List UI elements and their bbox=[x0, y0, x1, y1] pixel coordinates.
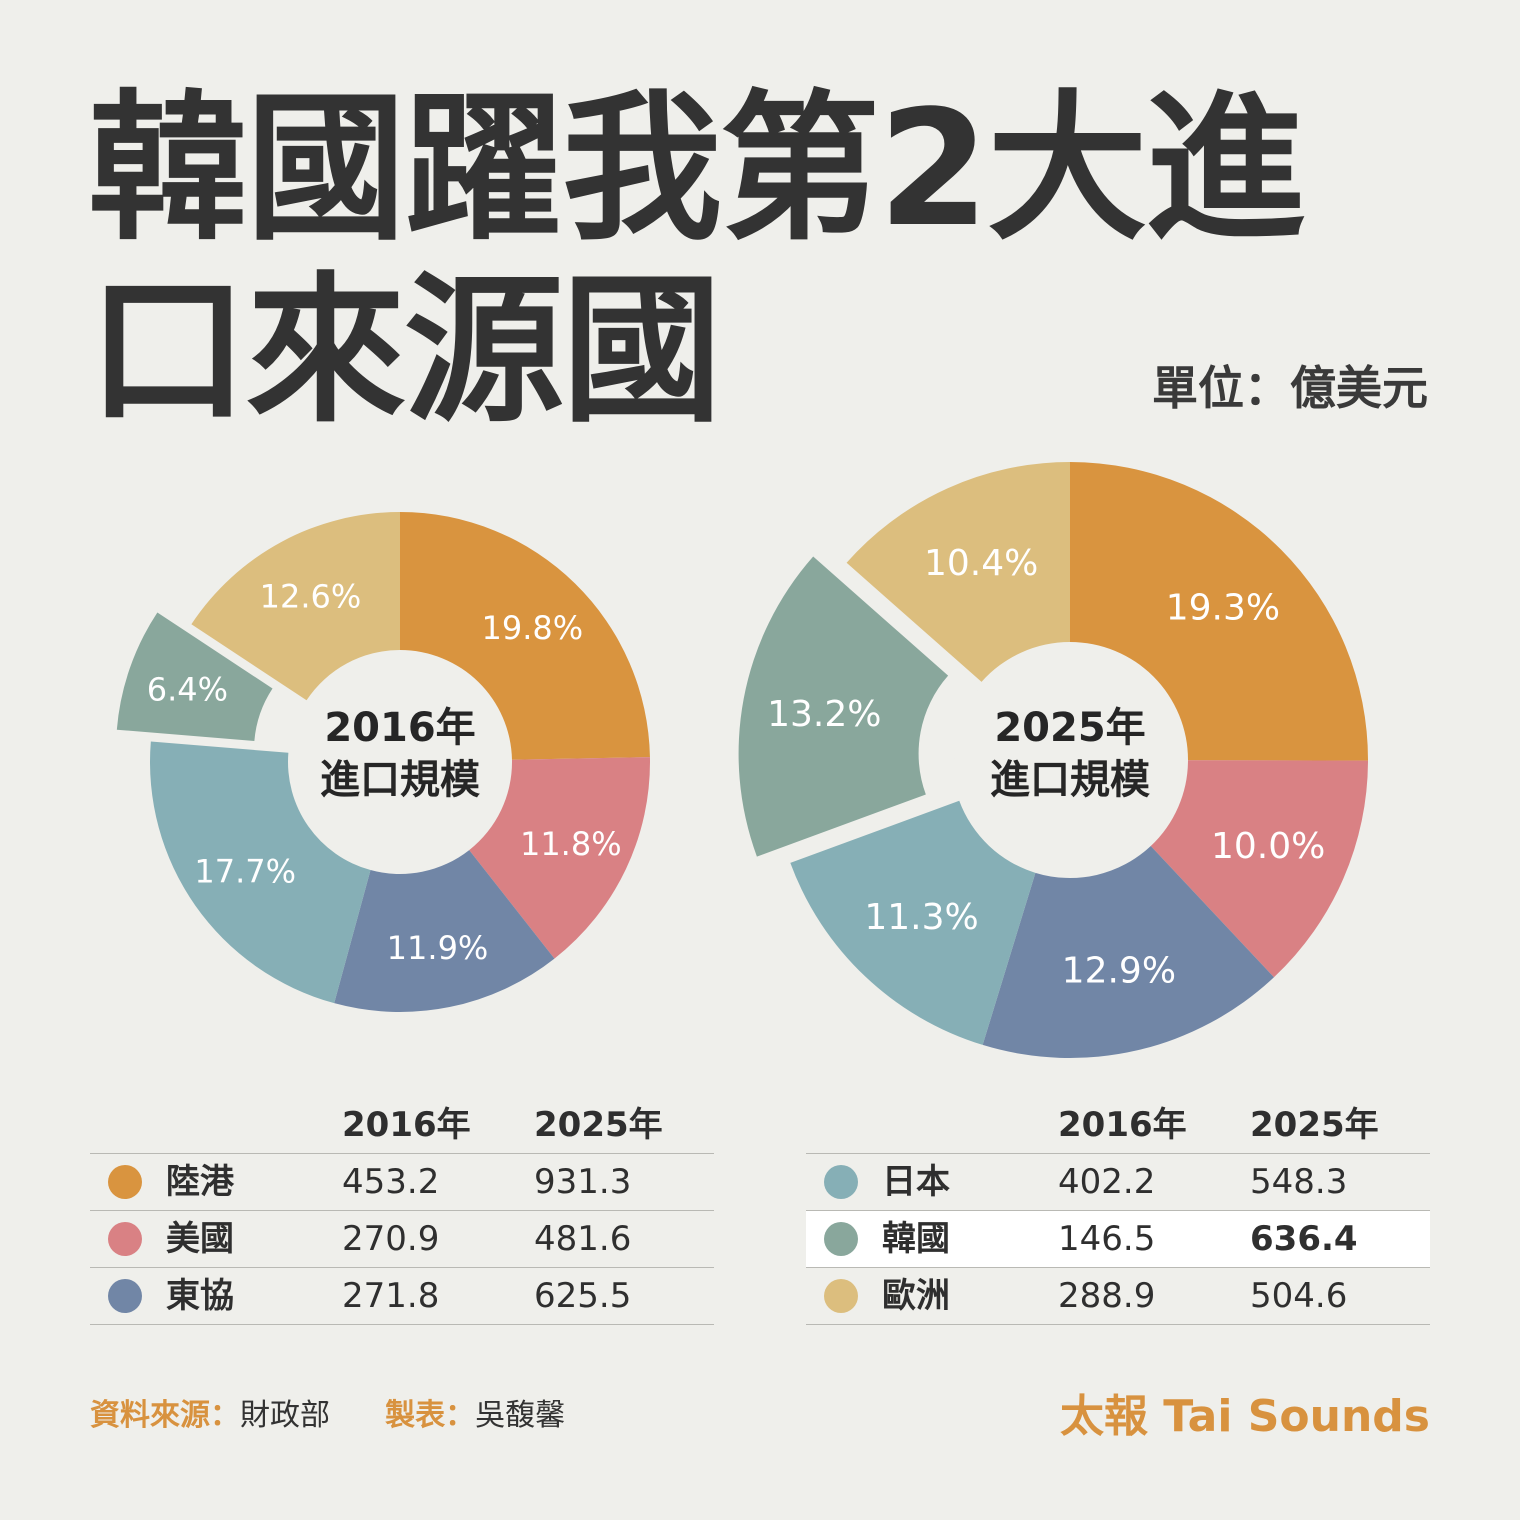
row-2016-value: 271.8 bbox=[342, 1276, 440, 1316]
slice-label-韓國: 13.2% bbox=[767, 694, 881, 735]
row-name: 歐洲 bbox=[882, 1276, 950, 1316]
donut-2016-caption: 進口規模 bbox=[320, 757, 480, 803]
slice-label-陸港: 19.3% bbox=[1166, 587, 1280, 628]
slice-label-東協: 11.9% bbox=[387, 929, 489, 967]
table-row-highlighted: 韓國 146.5 636.4 bbox=[806, 1211, 1430, 1268]
donut-2025-year: 2025年 bbox=[994, 705, 1146, 751]
row-name: 美國 bbox=[166, 1219, 234, 1259]
slice-美國 bbox=[1150, 760, 1368, 978]
slice-label-韓國: 6.4% bbox=[147, 670, 228, 708]
table-row: 日本 402.2 548.3 bbox=[806, 1154, 1430, 1211]
slice-韓國 bbox=[116, 612, 273, 742]
source-key: 資料來源： bbox=[90, 1398, 240, 1433]
slice-label-美國: 11.8% bbox=[520, 825, 622, 863]
table-row: 美國 270.9 481.6 bbox=[90, 1211, 714, 1268]
row-2025-value: 481.6 bbox=[534, 1219, 632, 1259]
table-left-header: 2016年 2025年 bbox=[90, 1097, 714, 1154]
slice-陸港 bbox=[400, 512, 650, 760]
unit-label: 單位：億美元 bbox=[1152, 361, 1428, 415]
slice-東協 bbox=[982, 846, 1274, 1058]
slice-label-日本: 11.3% bbox=[864, 897, 978, 938]
legend-dot-日本 bbox=[824, 1165, 858, 1199]
slice-歐洲 bbox=[846, 461, 1070, 682]
donut-2016: 19.8% 11.8% 11.9% 17.7% 6.4% 12.6% bbox=[116, 512, 650, 1012]
table-right-col-2016: 2016年 bbox=[1058, 1105, 1187, 1145]
slice-label-歐洲: 10.4% bbox=[924, 543, 1038, 584]
table-row: 陸港 453.2 931.3 bbox=[90, 1154, 714, 1211]
table-left-col-2016: 2016年 bbox=[342, 1105, 471, 1145]
table-left: 2016年 2025年 陸港 453.2 931.3 美國 270.9 481.… bbox=[90, 1097, 714, 1325]
slice-歐洲 bbox=[191, 512, 400, 701]
donut-2025: 19.3% 10.0% 12.9% 11.3% 13.2% 10.4% bbox=[738, 461, 1368, 1058]
slice-美國 bbox=[469, 757, 650, 959]
table-left-col-2025: 2025年 bbox=[534, 1105, 663, 1145]
table-row: 東協 271.8 625.5 bbox=[90, 1268, 714, 1325]
table-right-col-2025: 2025年 bbox=[1250, 1105, 1379, 1145]
legend-dot-美國 bbox=[108, 1222, 142, 1256]
slice-韓國 bbox=[738, 556, 949, 857]
donut-hole bbox=[290, 652, 510, 872]
legend-dot-歐洲 bbox=[824, 1279, 858, 1313]
row-name: 韓國 bbox=[882, 1219, 950, 1259]
row-2025-value: 504.6 bbox=[1250, 1276, 1348, 1316]
legend-dot-陸港 bbox=[108, 1165, 142, 1199]
slice-label-美國: 10.0% bbox=[1211, 826, 1325, 867]
slice-label-陸港: 19.8% bbox=[481, 609, 583, 647]
row-2016-value: 453.2 bbox=[342, 1162, 440, 1202]
table-row: 歐洲 288.9 504.6 bbox=[806, 1268, 1430, 1325]
row-2025-value: 636.4 bbox=[1250, 1219, 1358, 1259]
slice-label-東協: 12.9% bbox=[1062, 950, 1176, 991]
row-2016-value: 146.5 bbox=[1058, 1219, 1156, 1259]
row-2016-value: 270.9 bbox=[342, 1219, 440, 1259]
table-right: 2016年 2025年 日本 402.2 548.3 韓國 146.5 636.… bbox=[806, 1097, 1430, 1325]
slice-東協 bbox=[334, 850, 555, 1012]
row-name: 陸港 bbox=[166, 1162, 234, 1202]
slice-label-日本: 17.7% bbox=[194, 852, 296, 890]
row-name: 日本 bbox=[882, 1162, 950, 1202]
page-title: 韓國躍我第2大進口來源國 bbox=[88, 75, 1305, 444]
row-2025-value: 548.3 bbox=[1250, 1162, 1348, 1202]
brand-logo-text: 太報 Tai Sounds bbox=[1059, 1391, 1430, 1442]
legend-dot-韓國 bbox=[824, 1222, 858, 1256]
table-right-header: 2016年 2025年 bbox=[806, 1097, 1430, 1154]
footer-credits: 資料來源：財政部 製表：吳馥馨 bbox=[90, 1390, 565, 1434]
slice-label-歐洲: 12.6% bbox=[260, 578, 362, 616]
donut-hole bbox=[954, 644, 1186, 876]
maker-value: 吳馥馨 bbox=[475, 1398, 566, 1433]
maker-key: 製表： bbox=[385, 1398, 476, 1433]
slice-陸港 bbox=[1070, 462, 1368, 761]
row-2016-value: 288.9 bbox=[1058, 1276, 1156, 1316]
slice-日本 bbox=[150, 741, 371, 1004]
row-name: 東協 bbox=[166, 1276, 234, 1316]
row-2025-value: 931.3 bbox=[534, 1162, 632, 1202]
donut-2025-caption: 進口規模 bbox=[990, 757, 1150, 803]
donut-2025-center-label: 2025年 進口規模 bbox=[960, 702, 1180, 806]
source-value: 財政部 bbox=[240, 1398, 330, 1433]
slice-日本 bbox=[790, 800, 1036, 1045]
row-2025-value: 625.5 bbox=[534, 1276, 632, 1316]
donut-2016-center-label: 2016年 進口規模 bbox=[300, 702, 500, 806]
donut-2016-year: 2016年 bbox=[324, 705, 476, 751]
legend-dot-東協 bbox=[108, 1279, 142, 1313]
row-2016-value: 402.2 bbox=[1058, 1162, 1156, 1202]
